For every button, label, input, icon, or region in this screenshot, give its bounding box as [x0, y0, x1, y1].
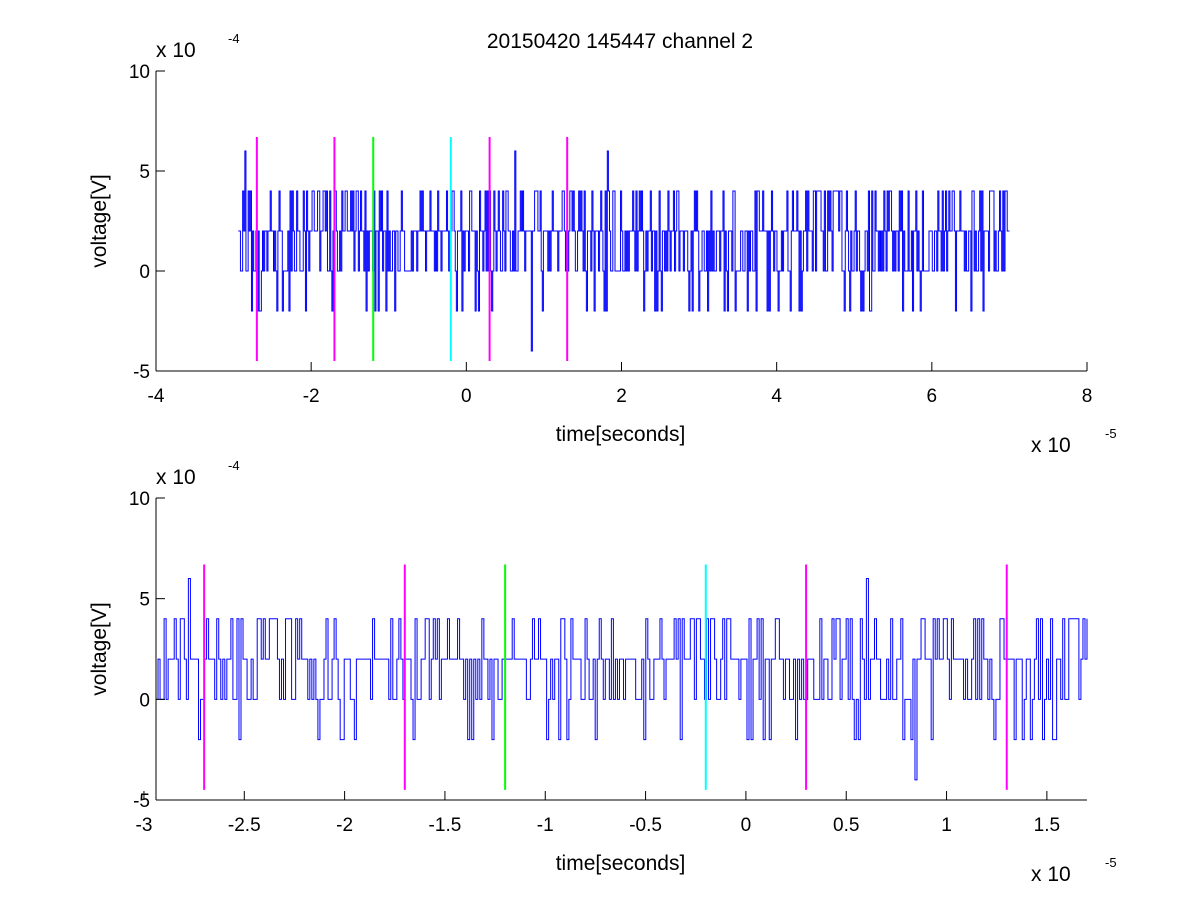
x-tick-label: -3: [136, 815, 153, 836]
x-tick-label: -2: [336, 815, 353, 836]
x-exponent-label: x 10: [1031, 863, 1071, 886]
y-exponent-label: x 10: [156, 466, 196, 489]
x-tick-label: 1: [941, 815, 952, 836]
x-tick-label: -4: [148, 386, 165, 407]
y-axis-label: voltage[V]: [88, 174, 111, 267]
signal-trace: [156, 578, 1088, 781]
x-tick-label: 0: [461, 386, 472, 407]
y-tick-label: 0: [139, 262, 150, 283]
x-exponent-power: -5: [1105, 426, 1117, 441]
signal-trace: [238, 150, 1010, 352]
x-tick-label: 6: [927, 386, 938, 407]
x-exponent-label: x 10: [1031, 434, 1071, 457]
x-tick-label: -1.5: [429, 815, 462, 836]
x-tick-label: 8: [1082, 386, 1093, 407]
x-tick-label: 4: [771, 386, 782, 407]
top-axes: -4 -2 0 2 4 6 8 -5 0 5 10 time[seconds] voltage[V] x …: [88, 31, 1117, 457]
x-tick-label: -2.5: [228, 815, 261, 836]
y-tick-label: 10: [129, 489, 150, 510]
y-exponent-power: -4: [228, 31, 240, 46]
y-tick-label: 0: [139, 690, 150, 711]
x-axis-label: time[seconds]: [556, 852, 686, 875]
x-tick-label: -0.5: [629, 815, 662, 836]
y-exponent-label: x 10: [156, 39, 196, 62]
x-tick-label: 2: [616, 386, 627, 407]
figure-title: 20150420 145447 channel 2: [487, 30, 753, 53]
x-tick-label: -2: [303, 386, 320, 407]
x-tick-label: 1.5: [1034, 815, 1060, 836]
bottom-axes: -3 -2.5 -2 -1.5 -1 -0.5 0 0.5 1 1.5 -5 0 5 10 time[sec…: [88, 458, 1117, 886]
y-axis-label: voltage[V]: [88, 602, 111, 695]
y-exponent-power: -4: [228, 458, 240, 473]
x-axis-label: time[seconds]: [556, 423, 686, 446]
y-tick-label: -5: [133, 362, 150, 383]
y-tick-label: -5: [133, 791, 150, 812]
x-tick-label: -1: [537, 815, 554, 836]
y-tick-label: 10: [129, 62, 150, 83]
x-tick-label: 0.5: [833, 815, 859, 836]
y-tick-label: 5: [139, 590, 150, 611]
y-tick-label: 5: [139, 162, 150, 183]
x-tick-label: 0: [741, 815, 752, 836]
x-exponent-power: -5: [1105, 855, 1117, 870]
